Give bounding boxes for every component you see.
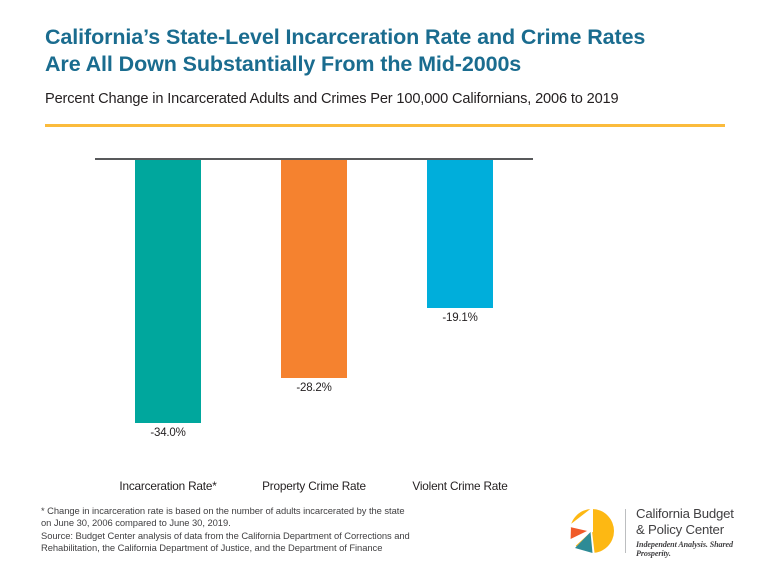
organization-logo: California Budget & Policy Center Indepe… bbox=[562, 503, 762, 565]
logo-organization-name: California Budget & Policy Center bbox=[636, 506, 734, 537]
bar-value-label-1: -34.0% bbox=[150, 426, 186, 439]
bar-value-label-2: -28.2% bbox=[296, 381, 332, 394]
category-label-1: Incarceration Rate* bbox=[119, 479, 217, 493]
category-label-3: Violent Crime Rate bbox=[412, 479, 508, 493]
page-title: California’s State-Level Incarceration R… bbox=[45, 25, 646, 76]
bar-1 bbox=[135, 160, 201, 423]
logo-text-block: California Budget & Policy Center Indepe… bbox=[636, 506, 766, 558]
chart-header: California’s State-Level Incarceration R… bbox=[45, 24, 735, 109]
logo-mark-icon bbox=[562, 505, 618, 561]
page-subtitle: Percent Change in Incarcerated Adults an… bbox=[45, 91, 619, 107]
bar-2 bbox=[281, 160, 347, 378]
category-label-2: Property Crime Rate bbox=[262, 479, 366, 493]
logo-divider bbox=[625, 509, 626, 553]
header-rule bbox=[45, 124, 725, 127]
footnote-source: * Change in incarceration rate is based … bbox=[41, 505, 410, 554]
logo-tagline: Independent Analysis. Shared Prosperity. bbox=[636, 540, 733, 559]
bar-3 bbox=[427, 160, 493, 308]
bar-value-label-3: -19.1% bbox=[442, 311, 478, 324]
chart-baseline-axis bbox=[95, 158, 533, 160]
